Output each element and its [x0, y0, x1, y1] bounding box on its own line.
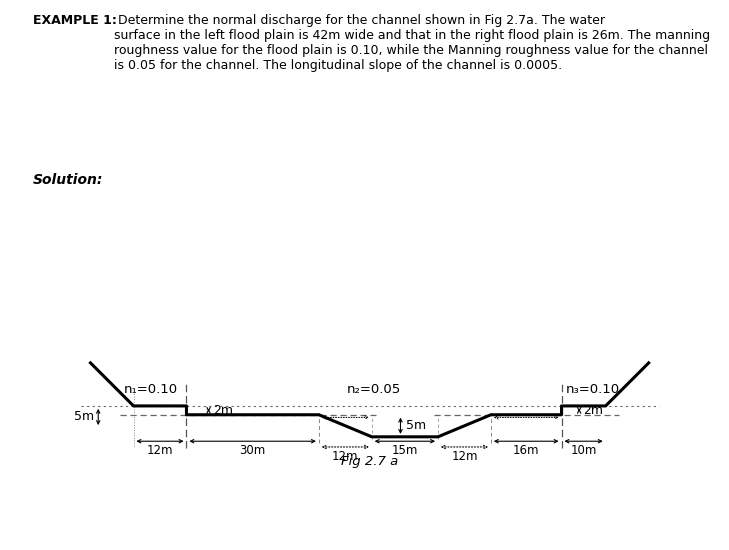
Text: n₁=0.10: n₁=0.10 [124, 383, 178, 395]
Text: 2m: 2m [584, 404, 604, 417]
Text: Determine the normal discharge for the channel shown in Fig 2.7a. The water
surf: Determine the normal discharge for the c… [114, 14, 711, 72]
Text: Solution:: Solution: [33, 173, 104, 187]
Text: n₃=0.10: n₃=0.10 [566, 383, 620, 395]
Text: 10m: 10m [570, 444, 597, 457]
Text: n₂=0.05: n₂=0.05 [347, 383, 401, 395]
Text: 16m: 16m [513, 444, 539, 457]
Text: 12m: 12m [451, 450, 477, 463]
Text: EXAMPLE 1:: EXAMPLE 1: [33, 14, 117, 27]
Text: 30m: 30m [240, 444, 266, 457]
Text: Fig 2.7 a: Fig 2.7 a [341, 455, 398, 469]
Text: 2m: 2m [213, 404, 233, 417]
Text: 12m: 12m [147, 444, 174, 457]
Text: 15m: 15m [391, 444, 418, 457]
Text: 5m: 5m [74, 410, 94, 424]
Text: 5m: 5m [406, 419, 426, 432]
Text: 12m: 12m [332, 450, 359, 463]
